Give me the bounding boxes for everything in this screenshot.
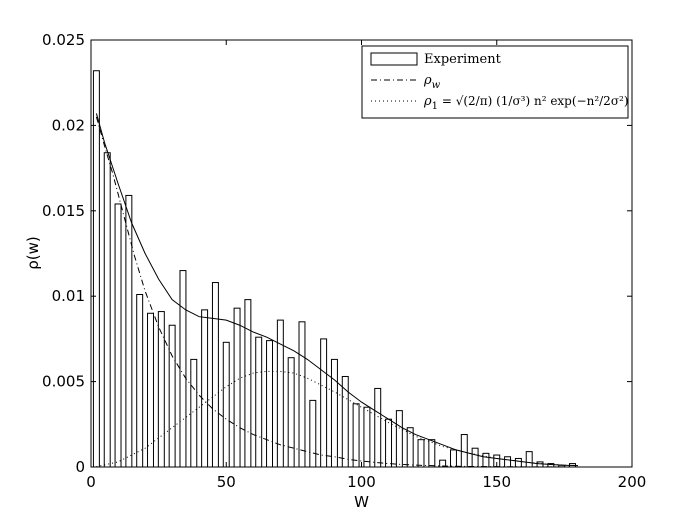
curve-sum bbox=[95, 113, 578, 467]
bar-30 bbox=[417, 439, 425, 468]
bar-1 bbox=[103, 152, 111, 468]
bar-26 bbox=[374, 387, 382, 468]
legend-rho-w-symbol: ρ bbox=[423, 73, 432, 88]
bar-8 bbox=[179, 270, 187, 468]
bar-27 bbox=[385, 418, 393, 468]
bar-35 bbox=[471, 447, 479, 468]
bar-11 bbox=[211, 282, 219, 468]
legend-rho-w-subscript: w bbox=[432, 80, 441, 91]
y-tick-label-2: 0.01 bbox=[52, 287, 85, 305]
bar-13 bbox=[233, 307, 241, 468]
x-tick-label-2: 100 bbox=[347, 473, 376, 491]
legend-label-rho-w: ρw bbox=[423, 73, 441, 91]
bar-19 bbox=[298, 321, 306, 468]
x-tick-label-3: 150 bbox=[482, 473, 511, 491]
legend-swatch-experiment bbox=[370, 52, 418, 66]
bar-22 bbox=[330, 358, 338, 468]
bar-10 bbox=[201, 309, 209, 468]
legend-rho-1-symbol: ρ bbox=[423, 94, 432, 109]
bar-38 bbox=[504, 456, 512, 468]
bar-21 bbox=[320, 338, 328, 468]
bar-15 bbox=[255, 336, 263, 468]
bar-20 bbox=[309, 399, 317, 468]
x-axis-label: W bbox=[354, 493, 369, 511]
bar-4 bbox=[136, 293, 144, 468]
bar-36 bbox=[482, 452, 490, 468]
legend-label-rho-1: ρ1 = √(2/π) (1/σ³) n² exp(−n²/2σ²) bbox=[423, 94, 629, 112]
bar-34 bbox=[460, 434, 468, 468]
bar-2 bbox=[114, 203, 122, 468]
y-tick-label-1: 0.005 bbox=[42, 373, 85, 391]
bar-9 bbox=[190, 358, 198, 468]
bar-16 bbox=[266, 340, 273, 468]
bar-6 bbox=[157, 311, 165, 468]
bar-28 bbox=[395, 410, 403, 468]
legend-rho-1-formula: = √(2/π) (1/σ³) n² exp(−n²/2σ²) bbox=[438, 94, 628, 108]
curve-rho-1 bbox=[96, 370, 578, 468]
curves-layer bbox=[95, 113, 578, 468]
bar-33 bbox=[449, 449, 457, 468]
bar-24 bbox=[352, 403, 360, 468]
x-tick-label-1: 50 bbox=[217, 473, 236, 491]
bar-14 bbox=[244, 299, 252, 468]
bar-18 bbox=[287, 357, 295, 468]
legend-rho-1-subscript: 1 bbox=[432, 101, 438, 112]
y-axis-label: ρ(w) bbox=[24, 236, 42, 270]
x-tick-label-0: 0 bbox=[86, 473, 96, 491]
bar-12 bbox=[222, 341, 230, 468]
bar-0 bbox=[92, 70, 100, 468]
bar-25 bbox=[363, 406, 371, 468]
y-tick-label-3: 0.015 bbox=[42, 202, 85, 220]
curve-rho-w bbox=[95, 116, 578, 468]
bar-40 bbox=[525, 451, 533, 468]
bar-31 bbox=[428, 439, 436, 468]
x-tick-label-4: 200 bbox=[618, 473, 647, 491]
legend: Experiment ρw ρ1 = √(2/π) (1/σ³) n² exp(… bbox=[361, 45, 629, 119]
bar-7 bbox=[168, 324, 176, 468]
bar-5 bbox=[147, 312, 154, 468]
bar-3 bbox=[125, 194, 133, 468]
bar-41 bbox=[536, 461, 544, 468]
y-ticks: 0 0.005 0.01 0.015 0.02 0.025 bbox=[42, 31, 632, 476]
y-tick-label-0: 0 bbox=[75, 458, 85, 476]
x-ticks: 0 50 100 150 200 bbox=[86, 40, 646, 491]
y-tick-label-4: 0.02 bbox=[52, 116, 85, 134]
y-tick-label-5: 0.025 bbox=[42, 31, 85, 49]
legend-label-experiment: Experiment bbox=[424, 52, 502, 67]
bar-39 bbox=[514, 457, 522, 468]
